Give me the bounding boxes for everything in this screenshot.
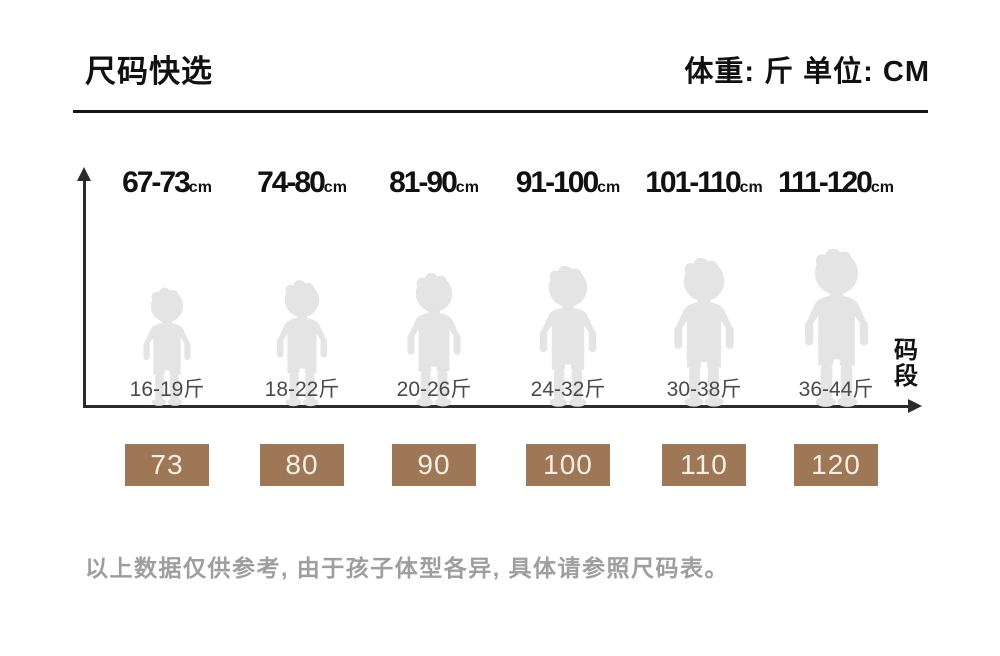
size-badge: 100	[526, 444, 610, 486]
unit-cm: cm	[597, 179, 621, 196]
size-badge: 120	[794, 444, 878, 486]
weight-range-label: 16-19斤	[129, 378, 205, 401]
header-divider	[73, 110, 928, 113]
weight-range-label: 30-38斤	[666, 378, 742, 401]
unit-cm: cm	[870, 179, 894, 196]
unit-cm: cm	[455, 179, 479, 196]
unit-note: 体重: 斤 单位: CM	[684, 56, 930, 88]
size-badge: 80	[260, 444, 344, 486]
height-range-label: 111-120cm	[778, 166, 894, 199]
weight-range-label: 20-26斤	[396, 378, 472, 401]
unit-cm: cm	[323, 179, 347, 196]
disclaimer-note: 以上数据仅供参考, 由于孩子体型各异, 具体请参照尺码表。	[85, 555, 730, 581]
height-range-label: 101-110cm	[645, 166, 763, 199]
y-axis-line	[83, 180, 86, 408]
page-title: 尺码快选	[85, 54, 213, 89]
size-badge: 110	[662, 444, 746, 486]
height-range-label: 91-100cm	[515, 166, 621, 199]
size-badge: 73	[125, 444, 209, 486]
weight-range-label: 36-44斤	[798, 378, 874, 401]
unit-cm: cm	[739, 179, 763, 196]
size-badge: 90	[392, 444, 476, 486]
y-axis-arrow-icon	[77, 167, 91, 181]
height-range-label: 74-80cm	[257, 166, 347, 199]
height-range-label: 67-73cm	[122, 166, 212, 199]
weight-range-label: 18-22斤	[264, 378, 340, 401]
x-axis-arrow-icon	[908, 399, 922, 413]
weight-range-label: 24-32斤	[530, 378, 606, 401]
unit-cm: cm	[188, 179, 212, 196]
x-axis-label: 码段	[894, 337, 918, 390]
x-axis-line	[83, 405, 910, 408]
height-range-label: 81-90cm	[389, 166, 479, 199]
